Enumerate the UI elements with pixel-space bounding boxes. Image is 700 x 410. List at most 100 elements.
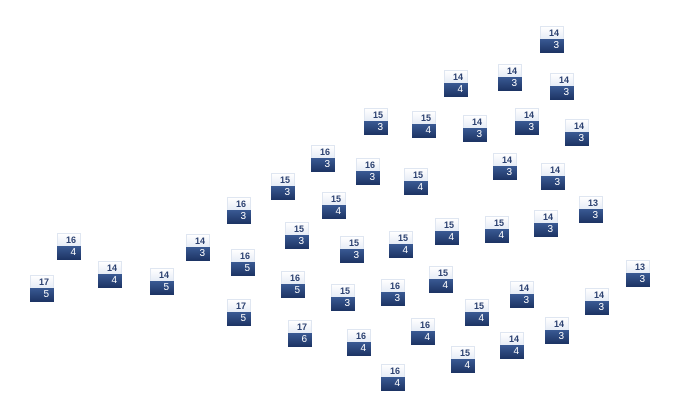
marker-bottom-value: 3 bbox=[545, 330, 569, 344]
map-marker[interactable]: 14 3 bbox=[550, 73, 574, 100]
marker-top-value: 15 bbox=[389, 231, 413, 244]
map-marker[interactable]: 14 4 bbox=[98, 261, 122, 288]
map-marker[interactable]: 15 3 bbox=[271, 173, 295, 200]
marker-bottom-value: 4 bbox=[322, 205, 346, 219]
marker-top-value: 14 bbox=[550, 73, 574, 86]
map-marker[interactable]: 16 4 bbox=[381, 364, 405, 391]
marker-bottom-value: 5 bbox=[231, 262, 255, 276]
marker-bottom-value: 4 bbox=[404, 181, 428, 195]
map-marker[interactable]: 13 3 bbox=[579, 196, 603, 223]
map-marker[interactable]: 13 3 bbox=[626, 260, 650, 287]
map-marker[interactable]: 16 5 bbox=[231, 249, 255, 276]
marker-top-value: 14 bbox=[500, 332, 524, 345]
marker-bottom-value: 4 bbox=[465, 312, 489, 326]
map-marker[interactable]: 14 3 bbox=[493, 153, 517, 180]
marker-bottom-value: 3 bbox=[515, 121, 539, 135]
marker-top-value: 16 bbox=[411, 318, 435, 331]
map-marker[interactable]: 15 3 bbox=[364, 108, 388, 135]
map-marker[interactable]: 14 3 bbox=[498, 64, 522, 91]
marker-bottom-value: 3 bbox=[579, 209, 603, 223]
map-marker[interactable]: 14 4 bbox=[444, 70, 468, 97]
map-marker[interactable]: 15 4 bbox=[404, 168, 428, 195]
map-marker[interactable]: 16 4 bbox=[411, 318, 435, 345]
marker-top-value: 15 bbox=[271, 173, 295, 186]
marker-top-value: 14 bbox=[444, 70, 468, 83]
map-marker[interactable]: 17 6 bbox=[288, 320, 312, 347]
map-marker[interactable]: 15 4 bbox=[429, 266, 453, 293]
map-marker[interactable]: 15 4 bbox=[485, 216, 509, 243]
map-marker[interactable]: 16 3 bbox=[227, 197, 251, 224]
map-marker[interactable]: 16 4 bbox=[57, 233, 81, 260]
map-marker[interactable]: 16 5 bbox=[281, 271, 305, 298]
map-marker[interactable]: 14 3 bbox=[186, 234, 210, 261]
map-marker[interactable]: 14 3 bbox=[510, 281, 534, 308]
marker-bottom-value: 3 bbox=[493, 166, 517, 180]
marker-top-value: 16 bbox=[381, 364, 405, 377]
marker-top-value: 16 bbox=[347, 329, 371, 342]
marker-top-value: 14 bbox=[150, 268, 174, 281]
marker-top-value: 16 bbox=[381, 279, 405, 292]
map-marker[interactable]: 14 4 bbox=[500, 332, 524, 359]
marker-top-value: 15 bbox=[485, 216, 509, 229]
marker-bottom-value: 3 bbox=[311, 158, 335, 172]
marker-top-value: 16 bbox=[227, 197, 251, 210]
marker-top-value: 13 bbox=[579, 196, 603, 209]
marker-bottom-value: 4 bbox=[444, 83, 468, 97]
map-marker[interactable]: 14 3 bbox=[565, 119, 589, 146]
marker-bottom-value: 4 bbox=[57, 246, 81, 260]
map-marker[interactable]: 14 3 bbox=[540, 26, 564, 53]
marker-top-value: 15 bbox=[404, 168, 428, 181]
marker-bottom-value: 3 bbox=[271, 186, 295, 200]
marker-top-value: 16 bbox=[281, 271, 305, 284]
map-marker[interactable]: 15 4 bbox=[451, 346, 475, 373]
map-marker[interactable]: 17 5 bbox=[30, 275, 54, 302]
map-marker[interactable]: 15 4 bbox=[389, 231, 413, 258]
marker-bottom-value: 5 bbox=[227, 312, 251, 326]
marker-bottom-value: 5 bbox=[281, 284, 305, 298]
marker-bottom-value: 3 bbox=[550, 86, 574, 100]
map-marker[interactable]: 14 3 bbox=[534, 210, 558, 237]
map-marker[interactable]: 17 5 bbox=[227, 299, 251, 326]
marker-top-value: 14 bbox=[498, 64, 522, 77]
marker-bottom-value: 4 bbox=[381, 377, 405, 391]
map-marker[interactable]: 14 3 bbox=[515, 108, 539, 135]
marker-bottom-value: 3 bbox=[498, 77, 522, 91]
marker-top-value: 15 bbox=[340, 236, 364, 249]
marker-top-value: 17 bbox=[227, 299, 251, 312]
map-marker[interactable]: 15 3 bbox=[340, 236, 364, 263]
map-marker[interactable]: 14 3 bbox=[541, 163, 565, 190]
map-marker[interactable]: 15 4 bbox=[412, 111, 436, 138]
map-marker[interactable]: 15 4 bbox=[322, 192, 346, 219]
marker-top-value: 16 bbox=[356, 158, 380, 171]
marker-top-value: 15 bbox=[412, 111, 436, 124]
marker-bottom-value: 3 bbox=[510, 294, 534, 308]
map-marker[interactable]: 16 4 bbox=[347, 329, 371, 356]
map-marker[interactable]: 14 3 bbox=[585, 288, 609, 315]
marker-top-value: 15 bbox=[429, 266, 453, 279]
map-marker[interactable]: 16 3 bbox=[381, 279, 405, 306]
marker-top-value: 17 bbox=[288, 320, 312, 333]
marker-bottom-value: 4 bbox=[451, 359, 475, 373]
map-marker[interactable]: 14 5 bbox=[150, 268, 174, 295]
marker-top-value: 15 bbox=[435, 218, 459, 231]
marker-bottom-value: 3 bbox=[381, 292, 405, 306]
map-marker[interactable]: 16 3 bbox=[311, 145, 335, 172]
map-marker[interactable]: 14 3 bbox=[463, 115, 487, 142]
marker-top-value: 15 bbox=[331, 284, 355, 297]
marker-bottom-value: 3 bbox=[186, 247, 210, 261]
marker-bottom-value: 4 bbox=[429, 279, 453, 293]
marker-top-value: 15 bbox=[285, 222, 309, 235]
map-marker[interactable]: 15 3 bbox=[285, 222, 309, 249]
marker-top-value: 17 bbox=[30, 275, 54, 288]
marker-bottom-value: 3 bbox=[331, 297, 355, 311]
marker-bottom-value: 3 bbox=[541, 176, 565, 190]
map-marker[interactable]: 14 3 bbox=[545, 317, 569, 344]
marker-top-value: 14 bbox=[565, 119, 589, 132]
map-marker[interactable]: 15 3 bbox=[331, 284, 355, 311]
marker-top-value: 15 bbox=[451, 346, 475, 359]
map-marker[interactable]: 15 4 bbox=[465, 299, 489, 326]
marker-top-value: 14 bbox=[463, 115, 487, 128]
map-marker[interactable]: 15 4 bbox=[435, 218, 459, 245]
marker-top-value: 16 bbox=[57, 233, 81, 246]
map-marker[interactable]: 16 3 bbox=[356, 158, 380, 185]
